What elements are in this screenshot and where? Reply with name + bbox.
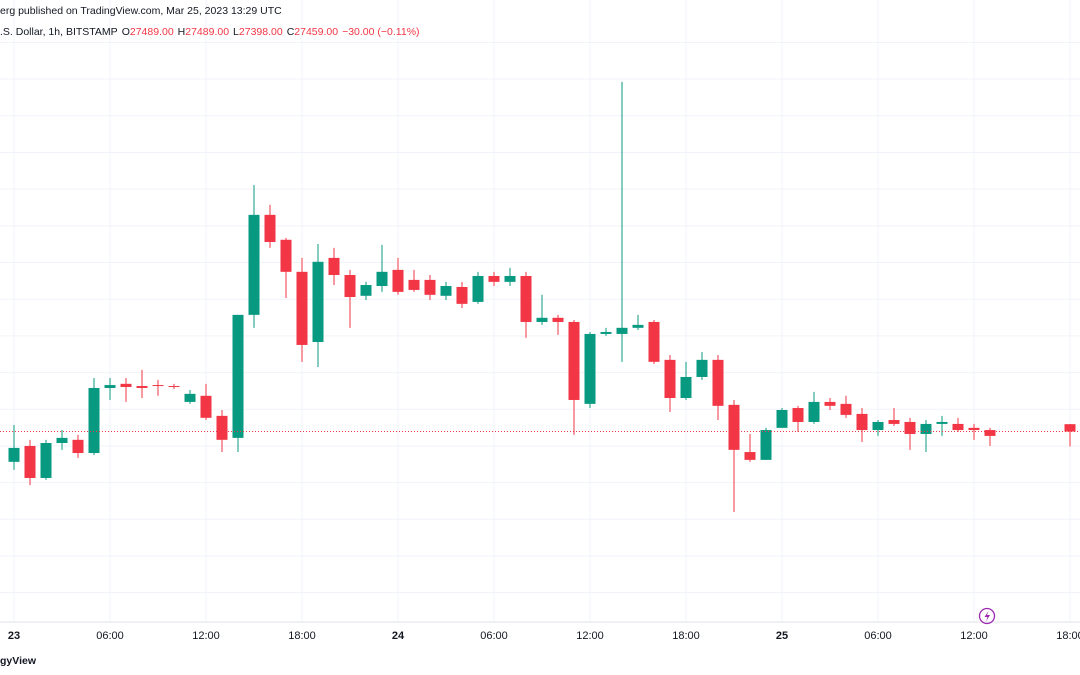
candle-body [760,430,772,460]
candle-body [184,393,196,402]
candle-body [744,452,756,460]
candle-body [280,239,292,272]
candle-body [504,275,516,282]
ohlc-key: L [233,26,239,38]
candle-body [344,275,356,298]
candle-body [152,385,164,387]
candle-body [392,269,404,292]
candle-body [312,261,324,343]
candle-body [40,443,52,478]
x-tick-label: 06:00 [96,630,124,642]
candles [0,81,1080,512]
symbol: .S. Dollar, 1h, BITSTAMP [0,26,118,38]
ohlc-value: 27489.00 [185,26,229,38]
lightning [984,611,990,622]
x-tick-label: 23 [8,630,20,642]
candle-body [360,285,372,296]
candle-body [136,386,148,388]
candle-body [904,421,916,434]
candle-body [120,383,132,388]
candle-body [968,427,980,431]
candle-body [984,430,996,436]
candle-body [696,359,708,377]
candle-body [840,403,852,415]
x-tick-label: 06:00 [480,630,508,642]
candle-body [520,275,532,322]
candle-body [1064,424,1076,432]
candle-body [328,257,340,276]
x-tick-label: 12:00 [192,630,220,642]
candle-body [952,423,964,431]
candle-body [808,401,820,422]
candle-body [472,275,484,302]
event-icon[interactable] [978,607,996,625]
candle-body [24,445,36,478]
candle-body [376,271,388,287]
change: −30.00 (−0.11%) [342,26,419,38]
candle-body [264,214,276,242]
candle-body [920,423,932,434]
candle-body [712,359,724,406]
candle-body [648,321,660,362]
x-tick-label: 18:00 [288,630,316,642]
candle-body [424,279,436,295]
candle-body [168,386,180,388]
candle-body [8,447,20,462]
x-tick-label: 06:00 [864,630,892,642]
candle-body [440,286,452,296]
candle-body [888,420,900,424]
candle-body [216,415,228,440]
ohlc-key: H [178,26,186,38]
ohlc-value: 27459.00 [294,26,338,38]
candle-body [408,279,420,290]
candle-body [200,395,212,418]
candle-body [872,421,884,431]
symbol-line: .S. Dollar, 1h, BITSTAMP O27489.00 H27489.… [0,26,420,38]
ohlc-key: O [122,26,130,38]
candle-body [568,321,580,400]
candle-body [600,331,612,334]
logo: gyView [0,655,37,667]
x-tick-label: 12:00 [960,630,988,642]
candle-body [488,275,500,282]
candle-body [616,327,628,334]
candle-body [536,317,548,322]
candle-body [936,421,948,424]
x-tick-label: 12:00 [576,630,604,642]
candle-body [552,317,564,322]
candle-body [824,401,836,406]
ohlc-key: C [287,26,295,38]
candle-body [856,413,868,431]
candle-body [56,437,68,444]
candle-body [72,439,84,454]
candle-body [232,314,244,438]
candle-body [104,385,116,388]
grid [0,0,1080,622]
candle-body [776,409,788,428]
candle-body [296,271,308,345]
candle-body [248,214,260,315]
candle-body [728,404,740,450]
ohlc-value: 27398.00 [239,26,283,38]
candle-body [792,408,804,422]
candle-body [680,376,692,399]
x-tick-label: 24 [392,630,405,642]
candle-body [664,359,676,399]
candle-body [456,286,468,304]
x-tick-label: 18:00 [1056,630,1080,642]
candle-body [632,324,644,328]
publisher: erg published on TradingView.com, Mar 25… [0,5,282,17]
x-tick-label: 18:00 [672,630,700,642]
x-tick-label: 25 [776,630,788,642]
candle-body [88,387,100,454]
candle-body [584,333,596,404]
ohlc-value: 27489.00 [130,26,174,38]
